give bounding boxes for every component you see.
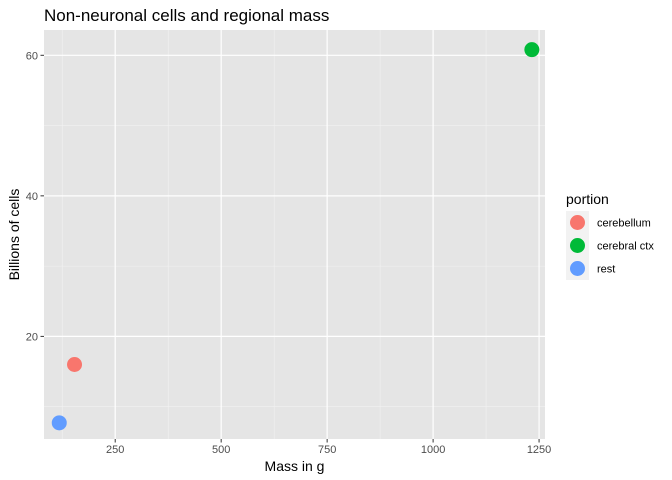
y-tick-label: 60 [26, 50, 38, 62]
data-point-cerebral-ctx [524, 42, 540, 58]
y-tick-label: 40 [26, 191, 38, 203]
data-point-cerebellum [67, 357, 83, 373]
legend-label-cerebellum: cerebellum [597, 218, 651, 230]
y-tick-label: 20 [26, 331, 38, 343]
legend-title: portion [566, 191, 609, 207]
data-point-rest [51, 415, 67, 431]
legend-key-cerebellum [570, 215, 585, 230]
legend: portion cerebellum cerebral ctx rest [566, 191, 654, 280]
x-tick-label: 250 [106, 444, 124, 456]
minor-gridlines [44, 30, 545, 439]
x-axis-title: Mass in g [265, 458, 325, 474]
x-axis-ticks: 250 500 750 1000 1250 [106, 439, 551, 456]
y-axis-ticks: 20 40 60 [26, 50, 44, 343]
legend-key-rest [570, 261, 585, 276]
data-points [51, 42, 540, 431]
legend-label-cerebral-ctx: cerebral ctx [597, 241, 654, 253]
plot-panel [44, 30, 545, 439]
x-tick-label: 500 [212, 444, 230, 456]
x-tick-label: 1250 [527, 444, 551, 456]
chart-title: Non-neuronal cells and regional mass [44, 6, 329, 25]
legend-key-cerebral-ctx [570, 238, 585, 253]
x-tick-label: 1000 [421, 444, 445, 456]
major-gridlines [44, 30, 545, 439]
y-axis-title: Billions of cells [6, 189, 22, 281]
legend-label-rest: rest [597, 264, 615, 276]
x-tick-label: 750 [318, 444, 336, 456]
